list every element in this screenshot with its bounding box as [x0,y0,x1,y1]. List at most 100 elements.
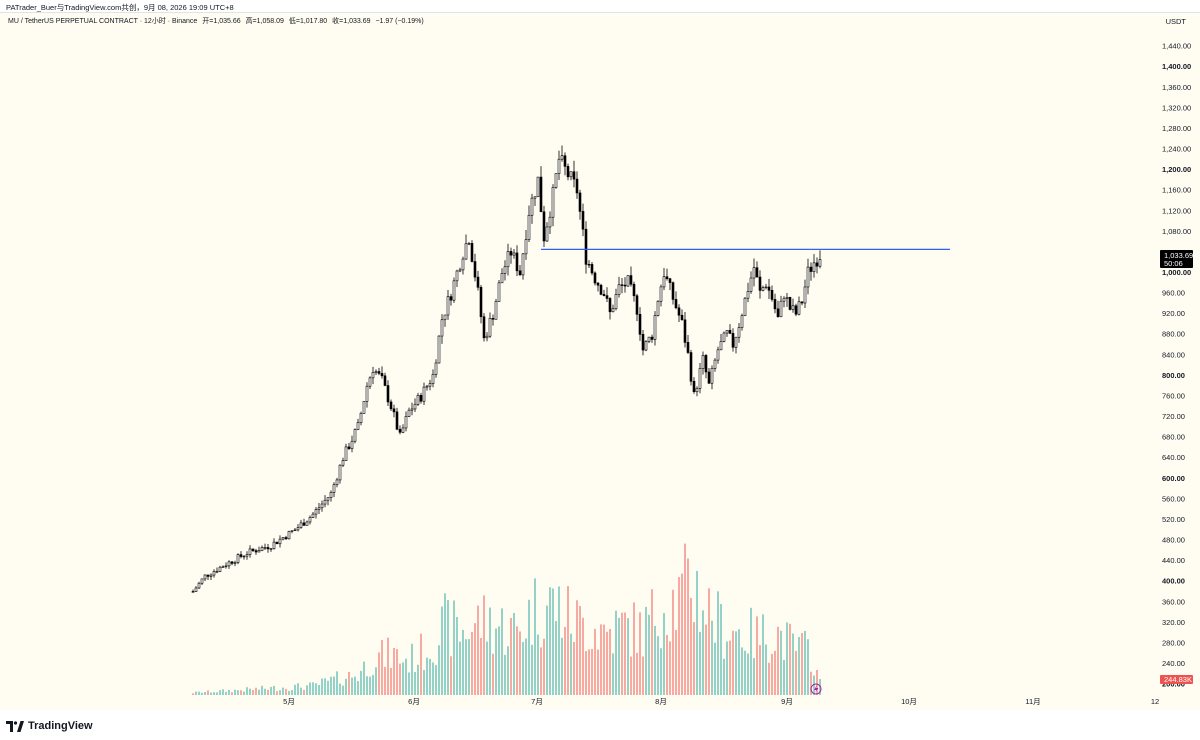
volume-bar [396,649,398,695]
candle [239,551,243,559]
candle [779,295,783,318]
candle [341,457,345,468]
candle [440,314,444,344]
volume-bar [351,677,353,695]
legend-high: 高=1,058.09 [245,18,284,25]
volume-bar [666,635,668,695]
candle [506,243,510,276]
volume-bar [813,675,815,695]
volume-bar [507,646,509,695]
volume-bar [195,691,197,695]
time-tick-label: 9月 [781,697,793,706]
candle [437,335,441,364]
volume-bar [567,586,569,695]
candle [791,298,795,313]
volume-bar [369,676,371,695]
candle [461,256,465,275]
volume-bar [267,689,269,695]
candle [413,398,417,412]
tradingview-logo[interactable]: TradingView [6,718,93,734]
candle [470,240,474,263]
candle [770,285,774,302]
volume-bar [345,678,347,695]
candle [374,369,378,375]
volume-bar [402,662,404,695]
volume-bar [249,688,251,695]
candle [665,268,669,281]
candle [527,205,531,242]
candle [254,548,258,555]
volume-bar [783,659,785,695]
volume-bar [690,597,692,695]
candle [692,377,696,394]
volume-bar [216,692,218,695]
candle [695,386,699,397]
volume-bar [609,629,611,695]
volume-bar [588,649,590,695]
volume-bar [540,647,542,695]
candle [191,589,195,593]
time-axis[interactable]: 5月 6月 7月 8月 9月 10月 11月 12 [283,697,1159,706]
price-tick-label: 240.00 [1162,659,1185,668]
price-tick-label: 600.00 [1162,474,1185,483]
candle [293,528,297,532]
candle [494,298,498,320]
volume-bar [570,633,572,695]
volume-bar [459,641,461,695]
volume-bar [252,690,254,695]
volume-bar [660,648,662,695]
candle [206,574,210,580]
volume-bar [510,618,512,695]
price-tick-label: 800.00 [1162,371,1185,380]
volume-bar [645,606,647,695]
volume-bar [324,678,326,695]
volume-bar [525,638,527,695]
volume-bar [663,613,665,695]
candle [671,281,675,305]
candle [668,277,672,291]
volume-bar [735,631,737,695]
candle [449,293,453,306]
candle [806,258,810,295]
lightning-icon[interactable] [810,683,822,695]
volume-bar [222,689,224,695]
candle [572,160,576,188]
volume-bar [750,607,752,695]
volume-bar [516,626,518,695]
chart-pane[interactable] [0,12,1200,710]
price-tick-label: 1,160.00 [1162,186,1191,195]
price-axis-unit[interactable]: USDT [1165,17,1186,26]
volume-bar [795,650,797,695]
candle [236,553,240,565]
candle [578,189,582,220]
volume-bar [330,676,332,695]
candle [251,548,255,552]
candle [674,291,678,310]
price-tick-label: 680.00 [1162,433,1185,442]
candle [794,303,798,317]
volume-bar [483,595,485,695]
volume-bar [264,688,266,695]
volume-bar [465,639,467,695]
candle [683,312,687,348]
candle [635,293,639,322]
volume-bar [414,671,416,695]
candle [452,277,456,303]
candle [608,297,612,320]
candle [587,260,591,268]
volume-bar [375,667,377,695]
volume-bar [513,612,515,695]
candle [650,334,654,343]
price-axis[interactable]: 1,440.00 1,400.00 1,360.00 1,320.00 1,280.00… [1162,42,1191,689]
candle [707,367,711,384]
volume-bar [729,640,731,695]
volume-bar [279,690,281,695]
legend-symbol[interactable]: MU / TetherUS PERPETUAL CONTRACT · 12小时 … [8,18,198,25]
volume-bar [687,558,689,695]
volume-bar [648,614,650,695]
candle [686,334,690,354]
volume-bar [582,617,584,695]
candle [389,399,393,412]
candle [755,261,759,278]
